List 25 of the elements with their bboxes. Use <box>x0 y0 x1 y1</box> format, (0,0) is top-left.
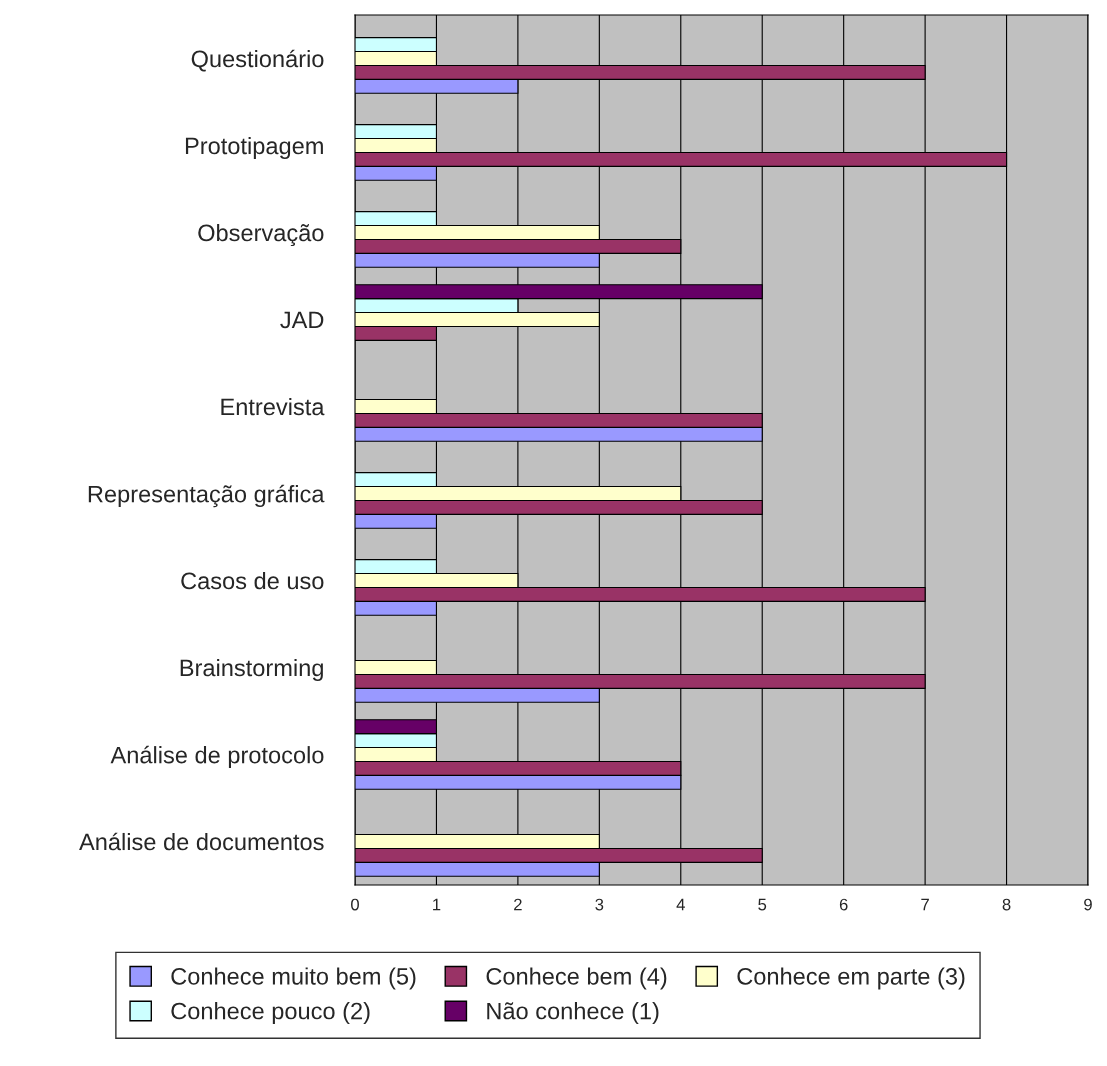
y-tick-label: Observação <box>198 223 324 247</box>
x-tick-label: 8 <box>1002 898 1011 911</box>
y-tick-label: Entrevista <box>221 397 325 416</box>
x-tick-label: 1 <box>433 898 441 911</box>
legend-label: Conhece em parte (3) <box>737 967 965 990</box>
legend-label: Conhece pouco (2) <box>171 1002 370 1025</box>
y-tick-label: Casos de uso <box>181 571 324 590</box>
legend-label: Conhece bem (4) <box>486 967 667 990</box>
y-tick-label: Análise de documentos <box>79 832 324 851</box>
x-tick-label: 2 <box>514 898 522 911</box>
y-tick-label: Questionário <box>191 49 324 72</box>
legend-label: Não conhece (1) <box>487 1002 659 1025</box>
x-tick-label: 4 <box>676 898 685 911</box>
y-tick-label: Análise de protocolo <box>110 745 324 769</box>
y-tick-label: Representação gráfica <box>88 484 325 508</box>
legend-label: Conhece muito bem (5) <box>171 967 416 990</box>
x-tick-label: 3 <box>595 898 604 911</box>
y-tick-label: Brainstorming <box>180 658 323 681</box>
x-tick-label: 9 <box>1084 898 1092 911</box>
x-tick-label: 5 <box>758 898 767 911</box>
x-tick-label: 6 <box>839 898 848 911</box>
x-tick-label: 0 <box>351 898 359 911</box>
y-tick-label: JAD <box>280 311 324 329</box>
x-tick-label: 7 <box>921 898 929 911</box>
y-tick-label: Prototipagem <box>185 136 323 159</box>
